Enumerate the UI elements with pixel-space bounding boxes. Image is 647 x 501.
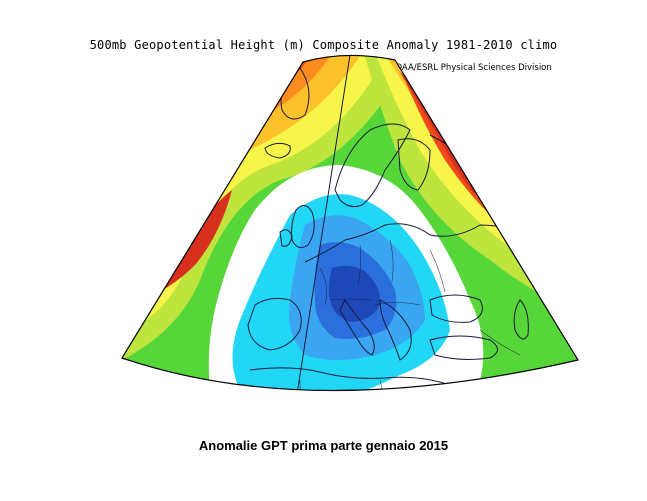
border-libya [379,379,386,391]
positive-anomaly-russia-core [400,72,475,195]
coastline-black-sea [429,294,483,323]
coastline-caspian [513,299,529,340]
coastline-turkey [429,335,498,360]
border-germany-poland [357,244,361,286]
country-borders [299,239,521,391]
border-north-africa [299,379,306,391]
border-balkans [374,302,421,306]
coastline-iberia [247,297,302,351]
negative-anomaly-core [328,265,381,322]
coastline-balkans [379,299,412,361]
source-label: NOAA/ESRL Physical Sciences Division [387,63,554,73]
border-middle-east [479,329,521,356]
caption: Anomalie GPT prima parte gennaio 2015 [198,438,449,453]
map-title: 500mb Geopotential Height (m) Composite … [89,38,558,52]
coastline-italy [339,299,375,356]
border-poland-belarus [389,239,394,283]
coastline-iceland [264,142,291,159]
coastline-british-isles [291,205,315,249]
coastline-ireland [279,229,293,247]
border-ukraine-russia [429,249,446,293]
border-alps [329,298,373,301]
meridian-line [292,55,351,391]
border-france-germany [319,267,327,306]
coastline-finland [397,138,431,191]
map-frame [121,54,579,392]
